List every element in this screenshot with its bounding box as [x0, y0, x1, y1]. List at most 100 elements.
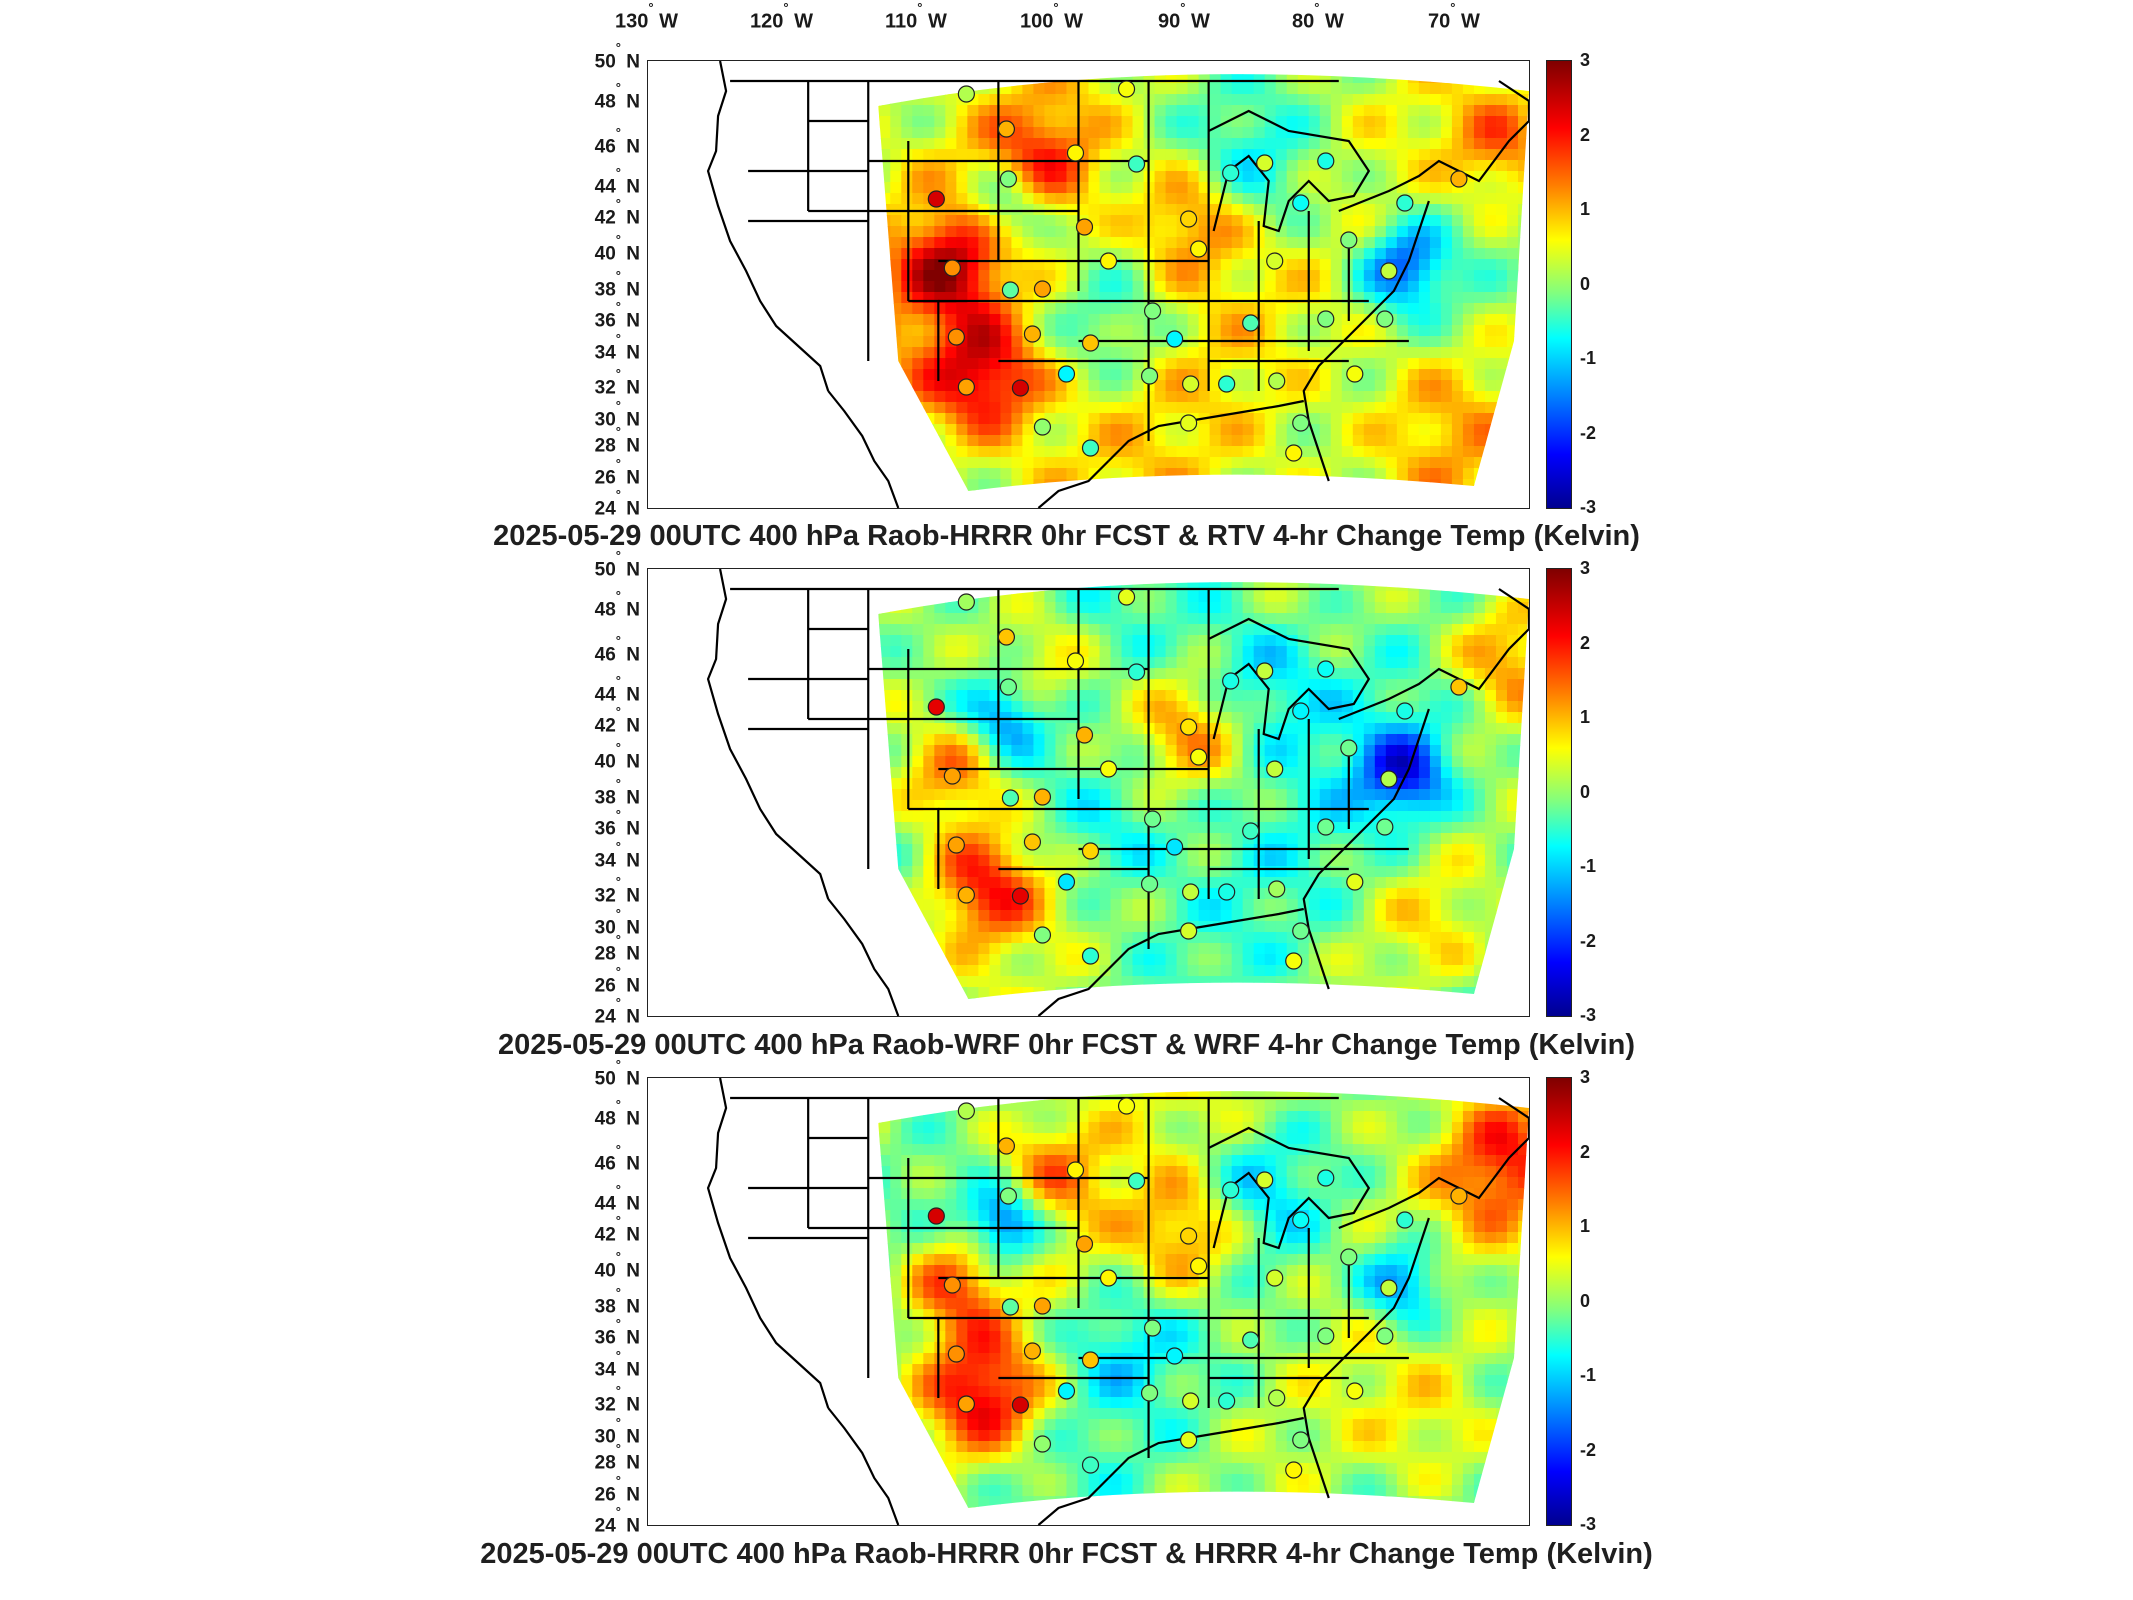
- raob-station-marker: [1075, 218, 1094, 236]
- latitude-label: 48° N: [594, 588, 640, 621]
- colorbar-tick-label: -3: [1580, 1514, 1597, 1534]
- colorbar: [1546, 568, 1572, 1017]
- raob-station-marker: [1180, 1227, 1198, 1245]
- raob-station-marker: [1011, 379, 1030, 397]
- raob-station-marker: [1165, 330, 1184, 348]
- raob-station-marker: [1033, 418, 1052, 436]
- temperature-map: [647, 1077, 1530, 1526]
- raob-station-marker: [1127, 1172, 1146, 1190]
- raob-station-marker: [1222, 672, 1240, 690]
- raob-station-marker: [1180, 1431, 1198, 1449]
- latitude-label: 50° N: [594, 548, 640, 581]
- latitude-label: 30° N: [594, 905, 640, 938]
- raob-station-marker: [1292, 194, 1310, 212]
- raob-station-marker: [1292, 922, 1310, 940]
- raob-station-marker: [1023, 1342, 1042, 1360]
- raob-station-marker: [1033, 280, 1052, 298]
- raob-station-marker: [1033, 1297, 1052, 1315]
- raob-station-marker: [1190, 748, 1208, 766]
- latitude-label: 42° N: [594, 704, 640, 737]
- raob-station-marker: [999, 678, 1018, 696]
- raob-station-marker: [1180, 414, 1198, 432]
- raob-station-marker: [1266, 760, 1284, 778]
- raob-station-marker: [1317, 660, 1335, 678]
- latitude-label: 46° N: [594, 632, 640, 666]
- latitude-label: 34° N: [594, 838, 640, 871]
- raob-station-marker: [1256, 662, 1274, 680]
- panel-title: 2025-05-29 00UTC 400 hPa Raob-HRRR 0hr F…: [493, 520, 1640, 552]
- raob-station-marker: [1057, 873, 1076, 891]
- raob-station-marker: [1033, 1435, 1052, 1453]
- latitude-label: 30° N: [594, 397, 640, 430]
- raob-station-marker: [1143, 1319, 1162, 1337]
- raob-station-marker: [1346, 1382, 1364, 1400]
- colorbar-tick-label: 2: [1580, 124, 1591, 145]
- colorbar-tick-label: 0: [1580, 1290, 1591, 1311]
- latitude-label: 44° N: [594, 165, 640, 198]
- raob-station-marker: [1317, 1327, 1335, 1345]
- latitude-label: 40° N: [594, 1249, 640, 1282]
- raob-station-marker: [1011, 1396, 1030, 1414]
- raob-station-marker: [943, 1276, 961, 1294]
- raob-station-marker: [1242, 314, 1260, 332]
- raob-station-marker: [1099, 252, 1118, 270]
- latitude-label: 28° N: [594, 932, 640, 965]
- raob-station-marker: [1268, 1389, 1286, 1407]
- raob-station-marker: [927, 698, 945, 716]
- raob-station-marker: [957, 593, 975, 611]
- raob-station-marker: [1011, 887, 1030, 905]
- temperature-field: [878, 582, 1529, 999]
- latitude-label: 44° N: [594, 673, 640, 706]
- latitude-label: 24° N: [594, 487, 640, 520]
- raob-station-marker: [1117, 1097, 1136, 1115]
- raob-station-marker: [1380, 770, 1398, 788]
- state-boundaries: [706, 61, 1529, 508]
- colorbar-tick-label: 3: [1580, 1067, 1591, 1087]
- raob-station-marker: [1317, 818, 1335, 836]
- colorbar-tick-label: -2: [1580, 1439, 1597, 1460]
- colorbar-tick-label: -1: [1580, 1365, 1597, 1385]
- latitude-label: 26° N: [594, 455, 640, 489]
- colorbar-tick-label: 1: [1580, 199, 1591, 219]
- raob-station-marker: [1450, 170, 1468, 188]
- colorbar-tick-label: -1: [1580, 348, 1597, 368]
- map-canvas: [706, 61, 1529, 508]
- latitude-label: 38° N: [594, 1284, 640, 1318]
- raob-station-marker: [1081, 439, 1100, 457]
- colorbar-tick-label: -2: [1580, 422, 1597, 443]
- raob-station-marker: [1182, 883, 1200, 901]
- latitude-label: 42° N: [594, 1213, 640, 1246]
- longitude-label: 70° W: [1428, 0, 1480, 33]
- raob-station-marker: [1380, 262, 1398, 280]
- raob-station-marker: [947, 836, 965, 854]
- raob-station-marker: [957, 886, 975, 904]
- raob-station-marker: [1127, 663, 1146, 681]
- raob-station-marker: [1075, 726, 1094, 744]
- colorbar-tick-label: -3: [1580, 497, 1597, 517]
- latitude-label: 28° N: [594, 424, 640, 457]
- latitude-label: 26° N: [594, 1472, 640, 1506]
- raob-station-marker: [1285, 1461, 1303, 1479]
- raob-station-marker: [1143, 302, 1162, 320]
- raob-station-marker: [943, 259, 961, 277]
- raob-station-marker: [1396, 194, 1414, 212]
- raob-station-marker: [1143, 810, 1162, 828]
- colorbar-tick-label: -3: [1580, 1005, 1597, 1025]
- raob-station-marker: [1218, 883, 1236, 901]
- raob-station-marker: [1396, 702, 1414, 720]
- latitude-label: 36° N: [594, 807, 640, 840]
- latitude-label: 24° N: [594, 1504, 640, 1537]
- raob-station-marker: [1165, 1347, 1184, 1365]
- raob-station-marker: [1376, 1327, 1394, 1345]
- latitude-label: 32° N: [594, 366, 640, 399]
- raob-station-marker: [1066, 652, 1085, 670]
- raob-station-marker: [1396, 1211, 1414, 1229]
- raob-station-marker: [1140, 1384, 1159, 1402]
- raob-station-marker: [1376, 818, 1394, 836]
- temperature-field: [878, 74, 1529, 491]
- raob-station-marker: [1218, 1392, 1236, 1410]
- raob-station-marker: [1140, 367, 1159, 385]
- latitude-label: 24° N: [594, 995, 640, 1028]
- raob-station-marker: [1340, 1248, 1358, 1266]
- raob-station-marker: [1292, 1431, 1310, 1449]
